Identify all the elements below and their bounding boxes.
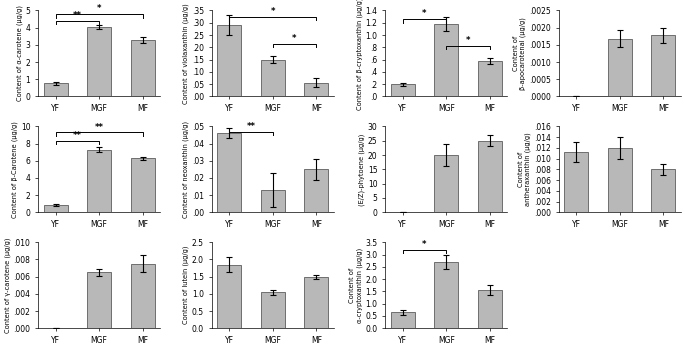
Bar [434, 24, 458, 96]
Bar [390, 312, 414, 328]
Y-axis label: Content of
α-cryptoxanthin (μg/g): Content of α-cryptoxanthin (μg/g) [349, 248, 362, 323]
Bar [261, 292, 285, 328]
Y-axis label: Content of lutein (μg/g): Content of lutein (μg/g) [183, 246, 189, 325]
Bar [217, 133, 241, 212]
Text: **: ** [73, 131, 82, 140]
Bar [131, 264, 155, 328]
Bar [261, 190, 285, 212]
Y-axis label: (E/Z)-phytoene (μg/g): (E/Z)-phytoene (μg/g) [358, 133, 365, 206]
Y-axis label: Content of violaxanthin (μg/g): Content of violaxanthin (μg/g) [183, 3, 189, 104]
Bar [44, 83, 68, 96]
Bar [217, 265, 241, 328]
Y-axis label: Content of neoxanthin (μg/g): Content of neoxanthin (μg/g) [183, 121, 189, 218]
Bar [564, 152, 588, 212]
Bar [478, 141, 501, 212]
Bar [651, 35, 675, 96]
Bar [87, 150, 111, 212]
Text: *: * [466, 36, 470, 45]
Text: **: ** [247, 122, 256, 131]
Bar [651, 169, 675, 212]
Bar [44, 205, 68, 212]
Bar [87, 27, 111, 96]
Bar [608, 39, 632, 96]
Bar [608, 148, 632, 212]
Y-axis label: Content of α-carotene (μg/g): Content of α-carotene (μg/g) [16, 6, 23, 102]
Bar [131, 40, 155, 96]
Text: *: * [97, 5, 101, 13]
Text: **: ** [95, 122, 103, 132]
Text: *: * [422, 9, 427, 18]
Bar [434, 262, 458, 328]
Bar [304, 83, 328, 96]
Y-axis label: Content of β-cryptoxanthin (μg/g): Content of β-cryptoxanthin (μg/g) [356, 0, 363, 110]
Bar [304, 169, 328, 212]
Y-axis label: Content of
β-apocarotenal (μg/g): Content of β-apocarotenal (μg/g) [513, 17, 526, 90]
Bar [390, 84, 414, 96]
Text: *: * [292, 34, 297, 43]
Bar [131, 158, 155, 212]
Bar [261, 60, 285, 96]
Bar [87, 272, 111, 328]
Bar [217, 25, 241, 96]
Text: *: * [271, 7, 275, 16]
Bar [478, 290, 501, 328]
Y-axis label: Content of β-Carotene (μg/g): Content of β-Carotene (μg/g) [12, 121, 18, 218]
Bar [434, 155, 458, 212]
Bar [304, 277, 328, 328]
Text: **: ** [73, 11, 82, 20]
Y-axis label: Content of γ-carotene (μg/g): Content of γ-carotene (μg/g) [4, 238, 11, 333]
Text: *: * [422, 240, 427, 249]
Bar [478, 61, 501, 96]
Y-axis label: Content of
antheraxanthin (μg/g): Content of antheraxanthin (μg/g) [518, 133, 532, 206]
